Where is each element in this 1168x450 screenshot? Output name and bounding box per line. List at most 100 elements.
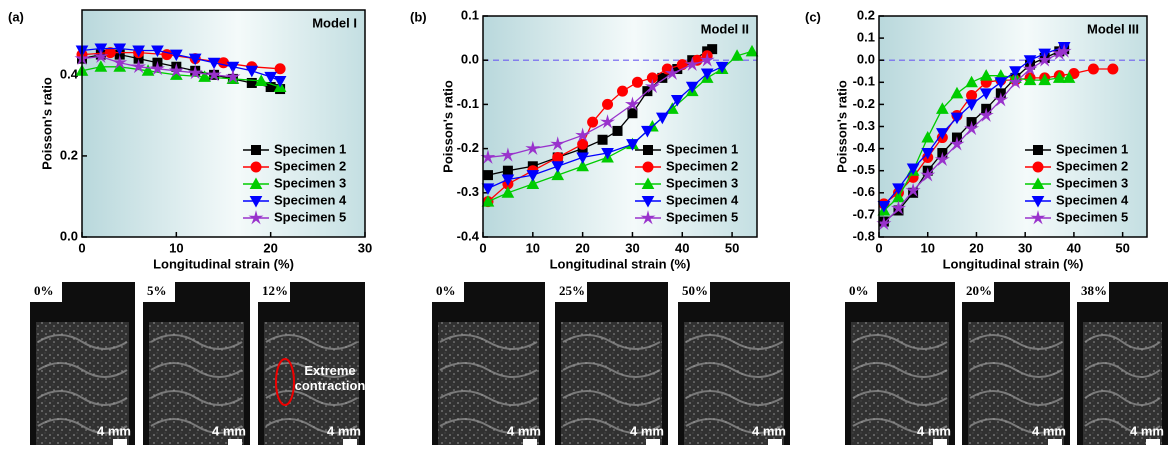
marker bbox=[501, 186, 515, 198]
photo-pattern bbox=[37, 418, 128, 434]
marker bbox=[480, 149, 496, 164]
marker bbox=[198, 70, 211, 82]
marker bbox=[730, 49, 744, 61]
marker bbox=[576, 152, 589, 164]
x-tick-label: 20 bbox=[575, 240, 589, 255]
photo-pattern bbox=[265, 334, 358, 350]
y-tick-label: -0.6 bbox=[853, 184, 875, 199]
strain-label-box bbox=[30, 282, 62, 302]
panel-label: (a) bbox=[8, 9, 24, 24]
photo-pattern bbox=[685, 390, 783, 406]
marker bbox=[112, 54, 128, 70]
legend-label: Specimen 2 bbox=[1056, 158, 1128, 173]
series-line bbox=[883, 68, 1113, 205]
scale-label: 4 mm bbox=[327, 423, 361, 438]
legend-label: Specimen 4 bbox=[1056, 192, 1129, 207]
marker bbox=[664, 65, 680, 80]
strain-label-box bbox=[1077, 282, 1109, 302]
x-tick-label: 0 bbox=[875, 240, 882, 255]
legend-marker bbox=[640, 210, 656, 225]
marker bbox=[481, 195, 495, 207]
y-tick-label: -0.1 bbox=[457, 96, 479, 111]
marker bbox=[551, 161, 565, 173]
legend-marker bbox=[251, 145, 261, 155]
x-tick-label: 30 bbox=[625, 240, 639, 255]
marker bbox=[168, 62, 184, 78]
strain-label: 0% bbox=[436, 283, 456, 298]
marker bbox=[206, 66, 222, 82]
strain-label-box bbox=[143, 282, 175, 302]
marker bbox=[600, 114, 616, 129]
y-axis-label: Poisson's ratio bbox=[39, 77, 54, 170]
photo-pattern bbox=[685, 334, 783, 350]
strain-label: 0% bbox=[34, 283, 54, 298]
x-tick-label: 30 bbox=[358, 240, 372, 255]
marker bbox=[502, 165, 513, 176]
plot-frame bbox=[878, 15, 1148, 238]
marker bbox=[552, 151, 564, 163]
legend-marker-shape bbox=[251, 145, 261, 155]
plot-background bbox=[82, 10, 365, 237]
marker bbox=[1062, 71, 1076, 83]
marker bbox=[699, 52, 715, 67]
marker bbox=[684, 56, 700, 72]
plot-frame bbox=[482, 15, 758, 238]
marker bbox=[526, 177, 540, 189]
marker bbox=[550, 136, 566, 151]
legend-marker-shape bbox=[248, 210, 264, 225]
legend-marker-shape bbox=[1033, 145, 1043, 155]
y-tick-label: -0.4 bbox=[457, 228, 480, 243]
series bbox=[480, 52, 715, 164]
marker bbox=[624, 96, 640, 111]
legend-marker bbox=[1031, 196, 1045, 208]
strain-label-box bbox=[845, 282, 877, 302]
plot-background bbox=[879, 16, 1147, 237]
marker bbox=[551, 168, 565, 181]
scale-bar bbox=[343, 439, 357, 445]
scale-bar bbox=[1146, 439, 1160, 445]
marker bbox=[141, 64, 155, 76]
scale-bar bbox=[1048, 439, 1062, 445]
series bbox=[75, 43, 287, 88]
legend-marker bbox=[1033, 145, 1043, 155]
scale-bar bbox=[933, 439, 947, 445]
scale-bar bbox=[646, 439, 660, 445]
photo-pattern bbox=[969, 390, 1063, 406]
marker bbox=[131, 58, 147, 74]
photo-pattern bbox=[150, 362, 243, 378]
legend-label: Specimen 3 bbox=[274, 175, 346, 190]
marker bbox=[188, 53, 202, 66]
legend-marker bbox=[250, 161, 262, 173]
photo-pattern bbox=[37, 334, 128, 350]
y-tick-label: -0.2 bbox=[457, 140, 479, 155]
strain-label: 50% bbox=[682, 283, 708, 298]
marker bbox=[950, 86, 964, 99]
legend-label: Specimen 1 bbox=[666, 141, 738, 156]
marker bbox=[104, 47, 116, 59]
y-tick-label: -0.4 bbox=[853, 140, 876, 155]
y-tick-label: -0.2 bbox=[853, 96, 875, 111]
marker bbox=[670, 94, 684, 107]
x-tick-label: 20 bbox=[969, 240, 983, 255]
y-tick-label: -0.3 bbox=[457, 184, 479, 199]
marker bbox=[601, 148, 614, 160]
marker bbox=[577, 138, 589, 150]
marker bbox=[602, 98, 614, 110]
marker bbox=[994, 77, 1008, 89]
marker bbox=[949, 136, 965, 151]
y-tick-label: 0.2 bbox=[60, 147, 78, 162]
marker bbox=[1037, 52, 1053, 67]
photo-pattern bbox=[150, 334, 243, 350]
marker bbox=[920, 167, 936, 182]
marker bbox=[225, 68, 241, 84]
marker bbox=[1009, 66, 1022, 78]
photo-pattern bbox=[852, 362, 948, 378]
marker bbox=[979, 88, 993, 100]
legend-marker-shape bbox=[1032, 161, 1044, 173]
marker bbox=[935, 102, 949, 114]
marker bbox=[273, 75, 287, 88]
photo-pattern bbox=[685, 362, 783, 378]
marker bbox=[245, 65, 259, 78]
photo-pattern bbox=[562, 362, 661, 378]
